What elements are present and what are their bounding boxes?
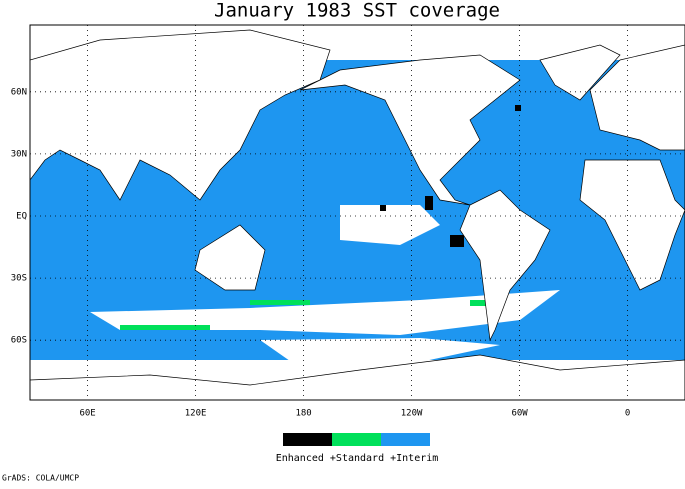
lat-tick-label: 60S <box>11 336 27 346</box>
lon-tick-label: 60E <box>79 409 95 419</box>
legend-swatch <box>381 433 430 446</box>
lon-tick-label: 60W <box>511 409 528 419</box>
lat-tick-label: 30N <box>11 149 27 159</box>
landmasses <box>29 29 685 401</box>
lon-tick-label: 120W <box>401 409 423 419</box>
map-frame <box>29 24 685 401</box>
lon-tick-label: 0 <box>625 409 630 419</box>
legend-label: Enhanced +Standard +Interim <box>276 453 439 464</box>
legend-swatch <box>332 433 381 446</box>
lon-tick-label: 180 <box>295 409 311 419</box>
lon-tick-label: 120E <box>185 409 207 419</box>
lat-tick-label: EQ <box>16 212 27 222</box>
title: January 1983 SST coverage <box>214 0 500 22</box>
lat-tick-label: 60N <box>11 87 27 97</box>
legend-swatch <box>283 433 332 446</box>
footer: GrADS: COLA/UMCP <box>2 474 79 483</box>
legend <box>283 433 430 446</box>
lat-tick-label: 30S <box>11 274 27 284</box>
